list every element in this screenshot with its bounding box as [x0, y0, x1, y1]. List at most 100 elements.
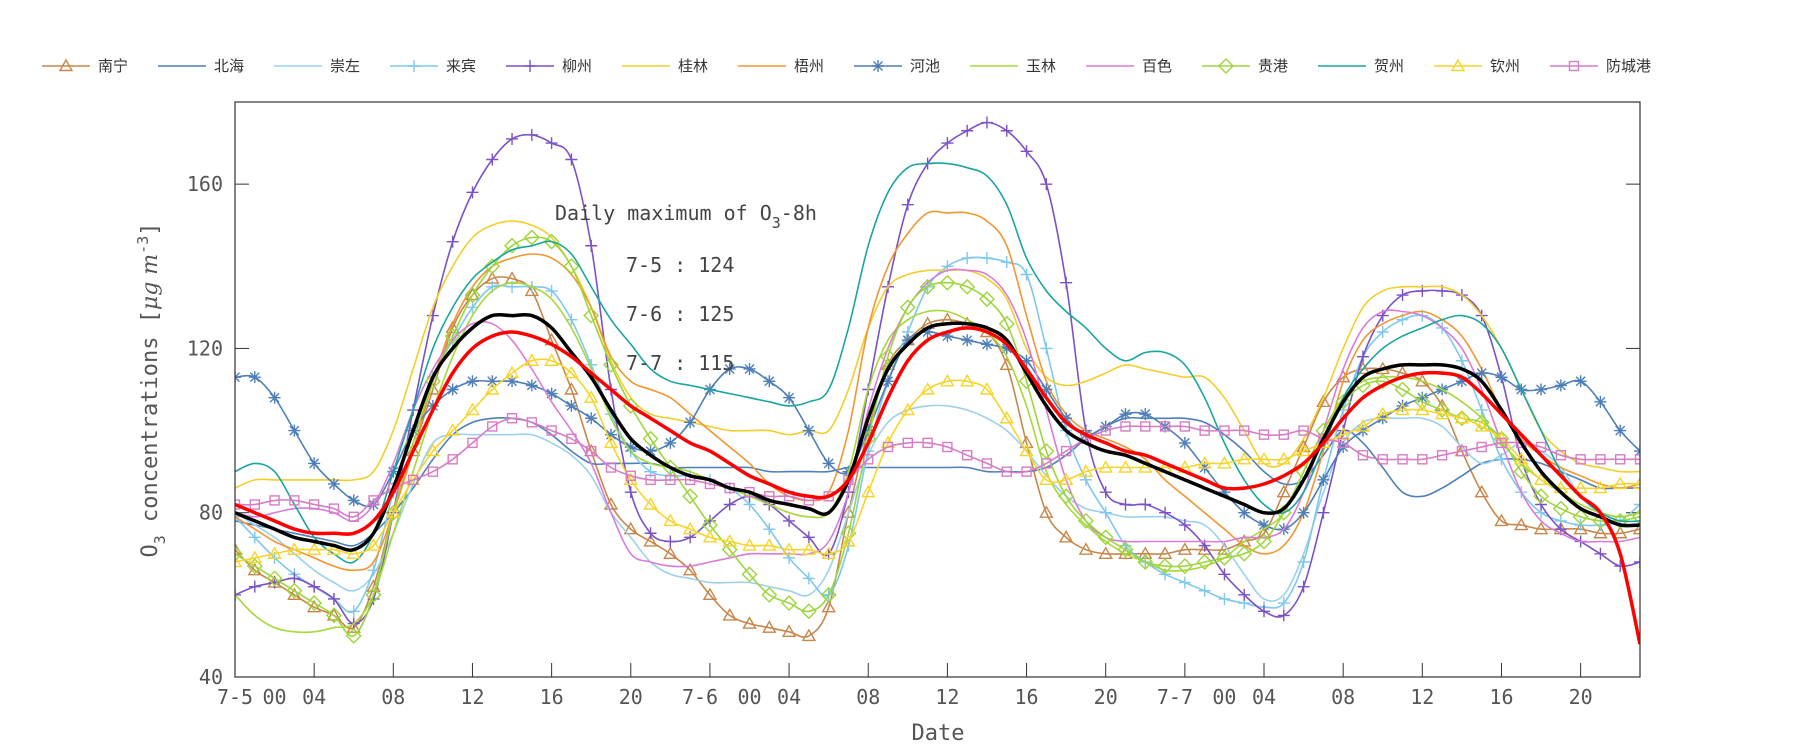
data-point — [1632, 521, 1640, 535]
data-point — [1060, 412, 1073, 425]
series-line — [235, 326, 1640, 645]
series-北海 — [235, 416, 1640, 547]
data-point — [466, 375, 479, 388]
data-point — [1316, 394, 1331, 408]
y-tick-label: 120 — [187, 336, 223, 360]
data-point — [763, 375, 776, 388]
data-point — [1337, 437, 1349, 449]
x-tick-label: 08 — [1331, 685, 1355, 709]
data-point — [464, 287, 481, 304]
data-point — [980, 338, 993, 351]
data-point — [1317, 506, 1330, 519]
series-summary-15 — [235, 326, 1640, 645]
data-point — [306, 595, 323, 612]
data-point — [564, 365, 579, 379]
data-point — [1060, 276, 1073, 289]
data-point — [800, 603, 817, 620]
data-point — [872, 60, 884, 72]
series-崇左 — [235, 404, 1640, 602]
data-point — [1496, 437, 1507, 449]
data-point — [235, 545, 243, 562]
data-point — [1396, 289, 1409, 302]
data-point — [1494, 513, 1509, 527]
data-point — [583, 307, 600, 324]
data-point — [564, 382, 579, 395]
data-point — [762, 620, 777, 633]
data-point — [247, 550, 262, 564]
data-point — [1040, 383, 1053, 396]
data-point — [465, 287, 480, 301]
annotation-line-1: 7-5 : 124 — [626, 253, 734, 277]
data-point — [426, 309, 439, 322]
data-point — [1535, 441, 1547, 453]
data-point — [1555, 450, 1567, 461]
data-point — [702, 529, 718, 543]
data-point — [1376, 326, 1389, 338]
data-point — [546, 425, 557, 436]
data-point — [1514, 451, 1529, 465]
data-point — [841, 505, 856, 518]
data-point — [1256, 533, 1273, 550]
legend-label: 玉林 — [1026, 57, 1056, 75]
data-point — [1634, 556, 1640, 568]
data-point — [506, 413, 518, 424]
data-point — [427, 466, 439, 477]
data-point — [1276, 451, 1292, 465]
data-point — [1514, 517, 1529, 531]
data-point — [504, 237, 521, 254]
data-point — [981, 458, 993, 469]
data-point — [959, 373, 975, 387]
data-point — [368, 495, 379, 506]
data-point — [743, 362, 756, 375]
data-point — [1138, 460, 1153, 473]
data-point — [1535, 383, 1548, 396]
series-line — [235, 236, 1640, 638]
annotation-title-post: -8h — [781, 201, 817, 225]
data-point — [920, 382, 935, 395]
data-point — [644, 527, 657, 540]
y-axis-sup: -3 — [134, 236, 152, 254]
data-point — [466, 186, 479, 199]
data-point — [1117, 541, 1134, 558]
data-point — [1278, 429, 1290, 440]
data-point — [1297, 556, 1310, 568]
series-来宾 — [235, 252, 1640, 618]
data-point — [861, 484, 876, 498]
series-line — [235, 416, 1640, 547]
data-point — [1455, 354, 1468, 367]
data-point — [742, 538, 757, 551]
data-point — [781, 624, 797, 638]
data-point — [308, 580, 321, 593]
data-point — [1495, 371, 1508, 384]
data-point — [1614, 424, 1627, 437]
data-point — [643, 534, 658, 547]
data-point — [1414, 393, 1431, 410]
data-point — [603, 435, 619, 449]
data-point — [1396, 399, 1409, 412]
data-point — [543, 233, 560, 250]
data-point — [1001, 466, 1012, 477]
data-point — [524, 283, 540, 297]
data-point — [1139, 498, 1152, 511]
data-point — [365, 586, 382, 603]
data-point — [1256, 451, 1272, 465]
data-point — [941, 137, 954, 150]
data-point — [1450, 58, 1466, 72]
y-axis-close: ] — [138, 222, 163, 235]
data-point — [1100, 425, 1111, 436]
legend-item: 河池 — [854, 57, 940, 75]
data-point — [1040, 342, 1053, 355]
data-point — [624, 486, 637, 499]
data-point — [1140, 421, 1151, 432]
data-point — [1595, 454, 1606, 465]
data-point — [1495, 453, 1508, 466]
data-point — [781, 595, 798, 612]
annotation-line-3: 7-7 : 115 — [626, 351, 734, 375]
data-point — [545, 137, 558, 150]
y-axis-rest: concentrations [ — [138, 310, 163, 535]
x-tick-label: 04 — [302, 685, 326, 709]
series-钦州 — [235, 353, 1640, 568]
data-point — [408, 60, 420, 72]
plot-area — [235, 116, 1640, 645]
data-point — [802, 424, 815, 437]
